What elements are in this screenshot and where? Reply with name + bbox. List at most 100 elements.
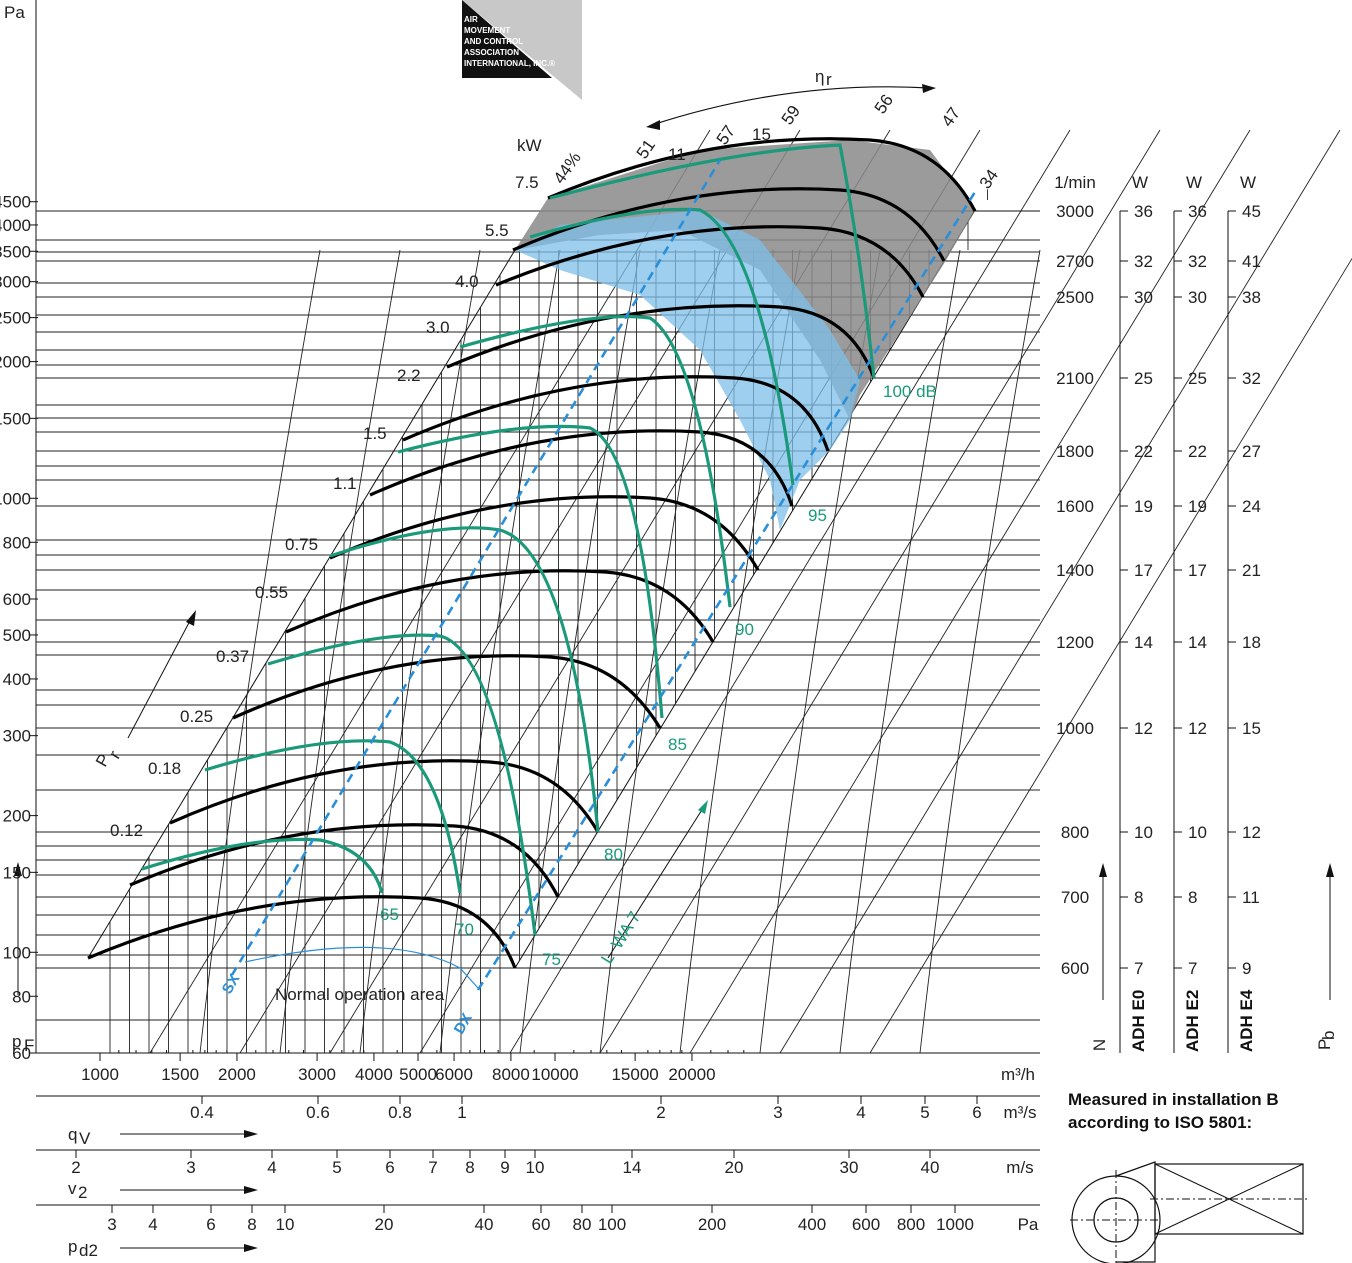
motor-column-value: 11 bbox=[1242, 888, 1260, 907]
system-arc-line bbox=[919, 249, 1041, 1054]
sound-level-curve bbox=[459, 315, 732, 608]
sx-limit-line bbox=[230, 159, 722, 976]
fan-speed-curve bbox=[402, 375, 830, 452]
fan-speed-curve bbox=[285, 569, 715, 643]
x-tick-label-ms: 8 bbox=[465, 1158, 474, 1177]
logo-text-line: MOVEMENT bbox=[464, 26, 510, 35]
x-tick-label-pd2: 8 bbox=[247, 1215, 256, 1234]
x-tick-label-ms: 6 bbox=[385, 1158, 394, 1177]
speed-arrow-head bbox=[1099, 863, 1107, 877]
power-line-label: 15 bbox=[752, 125, 771, 144]
system-arc-line bbox=[519, 249, 641, 1054]
speed-value: 1000 bbox=[1056, 719, 1094, 738]
y-tick-label: 300 bbox=[3, 727, 31, 746]
eta-arrow-head-left bbox=[646, 120, 660, 130]
power-line-label: 0.37 bbox=[216, 647, 249, 666]
fan-speed-curve bbox=[232, 654, 662, 729]
power-line-label: 1.1 bbox=[333, 474, 357, 493]
sound-level-label: 65 bbox=[380, 905, 399, 924]
system-arc-line bbox=[279, 249, 401, 1054]
installation-note-line2: according to ISO 5801: bbox=[1068, 1113, 1252, 1132]
motor-column-value: 25 bbox=[1134, 369, 1153, 388]
motor-column-value: 8 bbox=[1188, 888, 1197, 907]
pd2-arrow-head bbox=[244, 1244, 258, 1252]
sound-level-curve bbox=[141, 837, 384, 894]
pb-symbol-sub: b bbox=[1319, 1031, 1338, 1040]
x-axis-unit-ms: m/s bbox=[1006, 1158, 1033, 1177]
sound-level-label: 85 bbox=[668, 735, 687, 754]
x-tick-label-m3h: 2000 bbox=[218, 1065, 256, 1084]
power-unit-label: kW bbox=[517, 136, 542, 155]
normal-operation-area-label: Normal operation area bbox=[275, 985, 445, 1004]
power-line-label: 5.5 bbox=[485, 221, 509, 240]
x-tick-label-pd2: 400 bbox=[798, 1215, 826, 1234]
operation-area-arc bbox=[244, 946, 479, 989]
motor-column-value: 7 bbox=[1188, 959, 1197, 978]
y-tick-label: 4000 bbox=[0, 216, 31, 235]
pb-arrow-head bbox=[1326, 863, 1334, 877]
motor-column-value: 38 bbox=[1242, 288, 1261, 307]
y-tick-label: 3500 bbox=[0, 242, 31, 261]
efficiency-label: 47 bbox=[938, 104, 964, 130]
x-tick-label-ms: 5 bbox=[332, 1158, 341, 1177]
x-tick-label-m3s: 0.4 bbox=[190, 1103, 214, 1122]
speed-value: 1600 bbox=[1056, 497, 1094, 516]
speed-value: 800 bbox=[1061, 823, 1089, 842]
x-tick-label-ms: 20 bbox=[725, 1158, 744, 1177]
x-tick-label-ms: 10 bbox=[526, 1158, 545, 1177]
logo-text-line: ASSOCIATION bbox=[464, 48, 519, 57]
x-tick-label-m3s: 1 bbox=[457, 1103, 466, 1122]
x-axis-symbol-pd2: p bbox=[68, 1237, 77, 1256]
x-tick-label-m3h: 3000 bbox=[298, 1065, 336, 1084]
y-tick-label: 60 bbox=[12, 1044, 31, 1063]
x-tick-label-ms: 4 bbox=[267, 1158, 276, 1177]
diagram-left-edge bbox=[87, 249, 516, 959]
system-arc-line bbox=[439, 249, 561, 1054]
fan-speed-curve bbox=[129, 823, 560, 898]
sx-label: SX bbox=[219, 971, 244, 997]
installation-b-sketch bbox=[1070, 1161, 1310, 1263]
y-tick-label: 4500 bbox=[0, 193, 31, 212]
blue-high-noise-area bbox=[515, 210, 860, 530]
x-tick-label-m3h: 4000 bbox=[355, 1065, 393, 1084]
sound-level-label: 100 dB bbox=[883, 382, 937, 401]
dx-label: DX bbox=[451, 1010, 476, 1037]
motor-column-value: 15 bbox=[1242, 719, 1261, 738]
motor-column-value: 32 bbox=[1134, 252, 1153, 271]
sound-level-label: 80 bbox=[604, 845, 623, 864]
x-tick-label-m3s: 5 bbox=[920, 1103, 929, 1122]
motor-column-value: 12 bbox=[1188, 719, 1207, 738]
x-tick-label-m3h: 8000 bbox=[492, 1065, 530, 1084]
sound-level-label: 70 bbox=[455, 920, 474, 939]
x-tick-label-m3h: 10000 bbox=[531, 1065, 578, 1084]
y-tick-label: 2000 bbox=[0, 353, 31, 372]
x-tick-label-m3s: 2 bbox=[656, 1103, 665, 1122]
x-axis-symbol-qv: q bbox=[68, 1125, 77, 1144]
x-axis-symbol-v2-sub: 2 bbox=[78, 1183, 87, 1202]
efficiency-oblique-line bbox=[779, 129, 1341, 1054]
y-tick-label: 80 bbox=[12, 987, 31, 1006]
motor-column-value: 22 bbox=[1188, 442, 1207, 461]
power-line-label: 2.2 bbox=[397, 366, 421, 385]
motor-column-value: 21 bbox=[1242, 561, 1261, 580]
x-axis-unit-m3h: m³/h bbox=[1001, 1065, 1035, 1084]
x-tick-label-m3s: 3 bbox=[773, 1103, 782, 1122]
y-tick-label: 1500 bbox=[0, 409, 31, 428]
speed-symbol: N bbox=[1090, 1039, 1109, 1051]
x-tick-label-ms: 7 bbox=[428, 1158, 437, 1177]
motor-column-value: 19 bbox=[1188, 497, 1207, 516]
installation-note-line1: Measured in installation B bbox=[1068, 1090, 1279, 1109]
speed-header: 1/min bbox=[1054, 173, 1096, 192]
x-tick-label-ms: 40 bbox=[921, 1158, 940, 1177]
x-tick-label-m3s: 0.6 bbox=[306, 1103, 330, 1122]
y-tick-label: 150 bbox=[3, 863, 31, 882]
sound-level-label: 75 bbox=[542, 950, 561, 969]
efficiency-oblique-line bbox=[599, 129, 1161, 1054]
efficiency-label: 44% bbox=[550, 149, 585, 188]
motor-column-header: W bbox=[1186, 173, 1202, 192]
diagram-right-edge bbox=[514, 209, 976, 969]
motor-column-value: 25 bbox=[1188, 369, 1207, 388]
motor-column-value: 18 bbox=[1242, 633, 1261, 652]
efficiency-label: 56 bbox=[871, 91, 897, 117]
motor-column-value: 41 bbox=[1242, 252, 1261, 271]
